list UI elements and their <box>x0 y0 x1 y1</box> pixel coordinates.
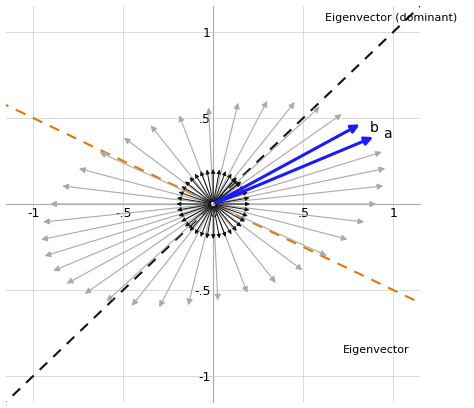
Text: Eigenvector: Eigenvector <box>343 345 410 355</box>
Text: Eigenvector (dominant): Eigenvector (dominant) <box>325 13 457 23</box>
Text: a: a <box>383 127 392 142</box>
Text: b: b <box>369 121 378 135</box>
